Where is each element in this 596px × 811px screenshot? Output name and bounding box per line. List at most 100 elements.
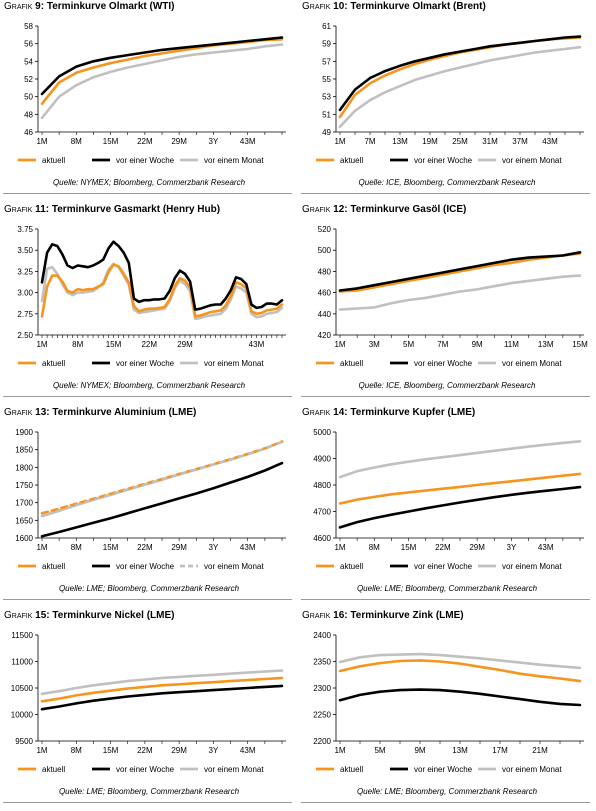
line-chart: 2200 2250 2300 2350 2400 1M 5M 9M 13M 17M 21M aktue…: [313, 631, 584, 774]
figure-number: 14:: [330, 407, 351, 418]
x-tick-label: 29M: [171, 543, 187, 552]
y-tick-label: 2350: [313, 658, 331, 667]
x-tick-label: 1M: [334, 543, 345, 552]
line-chart: 49 51 53 55 57 59 61 1M 7M 13M 19M 25M 31M 37M 43M aktu…: [316, 22, 584, 165]
legend-entry: vor einem Monat: [180, 562, 264, 571]
y-tick-label: 54: [24, 57, 33, 66]
y-tick-label: 500: [318, 246, 332, 255]
chart-panel: Grafik 15: Terminkurve Nickel (LME) 9500 1…: [0, 609, 298, 811]
x-tick-label: 5M: [374, 746, 385, 755]
line-chart: 420 440 460 480 500 520 1M 3M 5M 7M 9M 11M 13M 15M akt…: [316, 225, 588, 368]
y-tick-label: 56: [24, 40, 33, 49]
y-tick-label: 10000: [11, 711, 34, 720]
figure-title: Terminkurve Olmarkt (Brent): [350, 1, 486, 12]
chart-title: Grafik 13: Terminkurve Aluminium (LME): [4, 407, 196, 418]
legend-label: vor einem Monat: [204, 359, 264, 368]
line-chart: 46 48 50 52 54 56 58 1M 8M 15M 22M 29M 3Y 43M aktuell v…: [18, 22, 286, 165]
legend-entry: vor einem Monat: [478, 359, 562, 368]
y-tick-label: 520: [318, 225, 332, 234]
chart-panel: Grafik 14: Terminkurve Kupfer (LME) 4600 4…: [298, 406, 596, 608]
chart-panel: Grafik 12: Terminkurve Gasöl (ICE) 420 440…: [298, 203, 596, 405]
source-note: Quelle: LME; Bloomberg, Commerzbank Rese…: [356, 787, 538, 796]
x-tick-label: 43M: [240, 746, 256, 755]
x-tick-label: 22M: [137, 543, 153, 552]
series-line: [40, 669, 284, 696]
chart-title: Grafik 11: Terminkurve Gasmarkt (Henry H…: [4, 204, 220, 215]
legend-entry: aktuell: [18, 156, 65, 165]
figure-label: Grafik: [4, 1, 33, 12]
y-tick-label: 58: [24, 22, 33, 31]
chart-title: Grafik 16: Terminkurve Zink (LME): [302, 610, 464, 621]
legend-label: vor einem Monat: [204, 156, 264, 165]
divider: [301, 396, 590, 397]
y-tick-label: 4800: [313, 481, 331, 490]
x-tick-label: 15M: [103, 137, 119, 146]
y-tick-label: 2.50: [17, 331, 33, 340]
series-line: [338, 439, 582, 479]
x-tick-label: 29M: [171, 137, 187, 146]
series-line: [40, 676, 284, 703]
y-tick-label: 1650: [15, 516, 33, 525]
figure-label: Grafik: [302, 204, 331, 215]
x-tick-label: 31M: [482, 137, 498, 146]
series-line: [338, 659, 582, 683]
figure-number: 11:: [32, 204, 52, 215]
y-tick-label: 48: [24, 110, 33, 119]
chart-title: Grafik 10: Terminkurve Olmarkt (Brent): [302, 1, 486, 12]
figure-title: Terminkurve Gasmarkt (Henry Hub): [51, 204, 221, 215]
series-line: [338, 36, 582, 119]
figure-title: Terminkurve Zink (LME): [350, 610, 464, 621]
legend-entry: aktuell: [316, 765, 363, 774]
x-tick-label: 29M: [177, 340, 193, 349]
x-tick-label: 8M: [71, 746, 82, 755]
series-line: [338, 45, 582, 128]
figure-label: Grafik: [4, 610, 33, 621]
series-line: [40, 263, 284, 318]
legend-entry: vor einer Woche: [92, 359, 175, 368]
legend-label: vor einer Woche: [414, 562, 473, 571]
legend-entry: vor einem Monat: [180, 359, 264, 368]
line-chart: 4600 4700 4800 4900 5000 1M 8M 15M 22M 29M 3Y 43M ak…: [313, 428, 584, 571]
x-tick-label: 13M: [392, 137, 408, 146]
x-tick-label: 7M: [437, 340, 448, 349]
chart-panel: Grafik 9: Terminkurve Olmarkt (WTI) 46 48 5…: [0, 0, 298, 202]
y-tick-label: 9500: [15, 737, 33, 746]
x-tick-label: 1M: [36, 340, 47, 349]
source-note: Quelle: ICE, Bloomberg, Commerzbank Rese…: [358, 178, 536, 187]
legend-label: aktuell: [340, 562, 363, 571]
y-tick-label: 57: [322, 57, 331, 66]
figure-label: Grafik: [302, 610, 331, 621]
legend-entry: vor einer Woche: [92, 765, 175, 774]
figure-number: 16:: [330, 610, 351, 621]
divider: [301, 802, 590, 803]
y-tick-label: 1850: [15, 446, 33, 455]
legend-label: aktuell: [340, 156, 363, 165]
legend-label: vor einer Woche: [414, 156, 473, 165]
legend-label: vor einem Monat: [502, 156, 562, 165]
legend-entry: vor einem Monat: [180, 156, 264, 165]
series-line-overlay: [41, 440, 283, 518]
line-chart: 9500 10000 10500 11000 11500 1M 8M 15M 22M 29M 3Y 4…: [11, 631, 286, 774]
legend-label: vor einer Woche: [116, 562, 175, 571]
x-tick-label: 43M: [240, 137, 256, 146]
legend-entry: aktuell: [18, 359, 65, 368]
legend-label: aktuell: [42, 359, 65, 368]
x-tick-label: 1M: [334, 137, 345, 146]
source-note: Quelle: ICE, Bloomberg, Commerzbank Rese…: [358, 381, 536, 390]
legend-entry: vor einer Woche: [92, 562, 175, 571]
figure-title: Terminkurve Nickel (LME): [52, 610, 175, 621]
x-tick-label: 13M: [452, 746, 468, 755]
x-tick-label: 1M: [334, 340, 345, 349]
x-tick-label: 1M: [36, 746, 47, 755]
x-tick-label: 3M: [369, 340, 380, 349]
legend-label: aktuell: [340, 765, 363, 774]
series-line: [338, 652, 582, 670]
figure-number: 10:: [330, 1, 351, 12]
y-tick-label: 1700: [15, 499, 33, 508]
divider: [3, 802, 292, 803]
legend-entry: vor einem Monat: [478, 562, 562, 571]
x-tick-label: 15M: [103, 746, 119, 755]
series-line: [338, 485, 582, 529]
x-tick-label: 3Y: [209, 543, 219, 552]
figure-label: Grafik: [302, 407, 331, 418]
